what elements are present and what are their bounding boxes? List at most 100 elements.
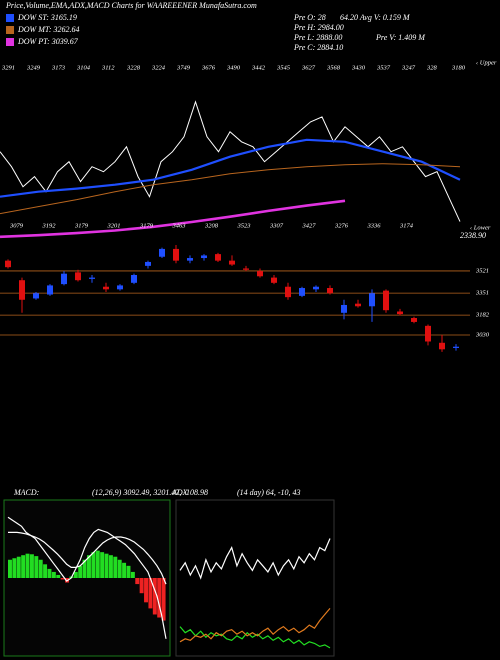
candle-body [397, 311, 403, 315]
histogram-bar [148, 578, 153, 609]
price-label: 3430 [351, 64, 366, 71]
lower-label: ‹ Lower [470, 224, 491, 231]
adx-params: (14 day) 64, -10, 43 [237, 488, 301, 497]
histogram-bar [144, 578, 149, 603]
price-label: 328 [426, 64, 438, 71]
price-label: 3523 [237, 222, 252, 229]
price-label: 3442 [251, 64, 266, 71]
pre-info: Pre H: 2984.00 [293, 23, 344, 32]
candle-body [215, 254, 221, 261]
candle-body [159, 248, 165, 257]
legend-entry: DOW MT: 3262.64 [17, 25, 80, 34]
price-label: 3276 [334, 222, 349, 229]
price-label: 3749 [176, 64, 191, 71]
candle-body [75, 272, 81, 281]
histogram-bar [152, 578, 157, 615]
histogram-bar [157, 578, 162, 618]
histogram-bar [122, 562, 127, 578]
series-line [0, 138, 461, 198]
candle-body [341, 304, 347, 313]
price-label: 3336 [367, 222, 382, 229]
adx-label: ADX [171, 488, 189, 497]
adx-panel [175, 499, 335, 657]
legend-swatch [6, 26, 14, 34]
price-label: 3247 [401, 64, 416, 71]
series-line [179, 626, 331, 649]
histogram-bar [104, 553, 109, 578]
macd-params: (12,26,9) 3092.49, 3201.47, -108.98 [92, 488, 208, 497]
candle-body [131, 274, 137, 283]
price-label: 3112 [101, 64, 115, 71]
histogram-bar [161, 578, 166, 621]
candle-body [89, 277, 95, 279]
histogram-bar [130, 571, 135, 578]
series-line [0, 163, 461, 215]
histogram-bar [108, 555, 113, 578]
price-label: 3079 [9, 222, 24, 229]
price-label: 3224 [151, 64, 166, 71]
y-tick-label: 3521 [475, 267, 489, 274]
histogram-bar [21, 555, 26, 578]
histogram-bar [29, 554, 34, 578]
histogram-bar [51, 571, 56, 578]
candle-body [355, 303, 361, 307]
series-line [179, 608, 331, 643]
candle-body [313, 286, 319, 290]
candle-body [33, 293, 39, 299]
price-label: 3249 [26, 64, 41, 71]
y-tick-label: 3030 [475, 331, 490, 338]
pre-info: 64.20 Avg V: 0.159 M [340, 13, 411, 22]
histogram-bar [25, 553, 30, 578]
price-label: 3676 [201, 64, 216, 71]
legend-swatch [6, 14, 14, 22]
histogram-bar [34, 556, 39, 578]
histogram-bar [95, 550, 100, 578]
histogram-bar [113, 556, 118, 578]
candle-body [201, 255, 207, 259]
histogram-bar [73, 571, 78, 578]
histogram-bar [87, 555, 91, 578]
price-label: 3463 [172, 222, 187, 229]
candle-body [5, 260, 11, 268]
upper-label: ‹ Upper [476, 59, 497, 66]
pre-info: Pre L: 2888.00 [293, 33, 342, 42]
histogram-bar [126, 565, 131, 578]
price-label: 3180 [451, 64, 466, 71]
histogram-bar [135, 578, 140, 585]
series-line [0, 100, 461, 222]
candle-body [299, 288, 305, 296]
histogram-bar [8, 559, 12, 578]
histogram-bar [12, 558, 17, 578]
candle-body [425, 325, 431, 342]
candle-body [103, 286, 109, 290]
histogram-bar [16, 556, 21, 578]
candle-body [229, 260, 235, 265]
legend-entry: DOW ST: 3165.19 [17, 13, 77, 22]
histogram-bar [117, 559, 122, 578]
candle-body [257, 271, 263, 277]
candle-body [383, 290, 389, 311]
price-label: 3627 [301, 64, 316, 71]
price-label: 3427 [302, 222, 317, 229]
candle-body [117, 285, 123, 290]
price-label: 3545 [276, 64, 291, 71]
price-label: 3104 [76, 64, 91, 71]
candle-body [285, 286, 291, 298]
pre-info: Pre O: 28 [293, 13, 326, 22]
candle-body [47, 285, 53, 295]
candle-body [453, 346, 459, 349]
legend-entry: DOW PT: 3039.67 [17, 37, 79, 46]
y-tick-label: 3351 [475, 290, 489, 297]
price-label: 3173 [51, 64, 66, 71]
macd-label: MACD: [13, 488, 40, 497]
pre-info: Pre V: 1.409 M [375, 33, 426, 42]
price-label: 3228 [126, 64, 141, 71]
candle-body [173, 248, 179, 261]
histogram-bar [91, 552, 96, 578]
price-label: 3192 [42, 222, 57, 229]
price-label: 3174 [399, 222, 414, 229]
histogram-bar [56, 574, 61, 578]
histogram-bar [43, 564, 48, 578]
series-line [8, 531, 167, 585]
